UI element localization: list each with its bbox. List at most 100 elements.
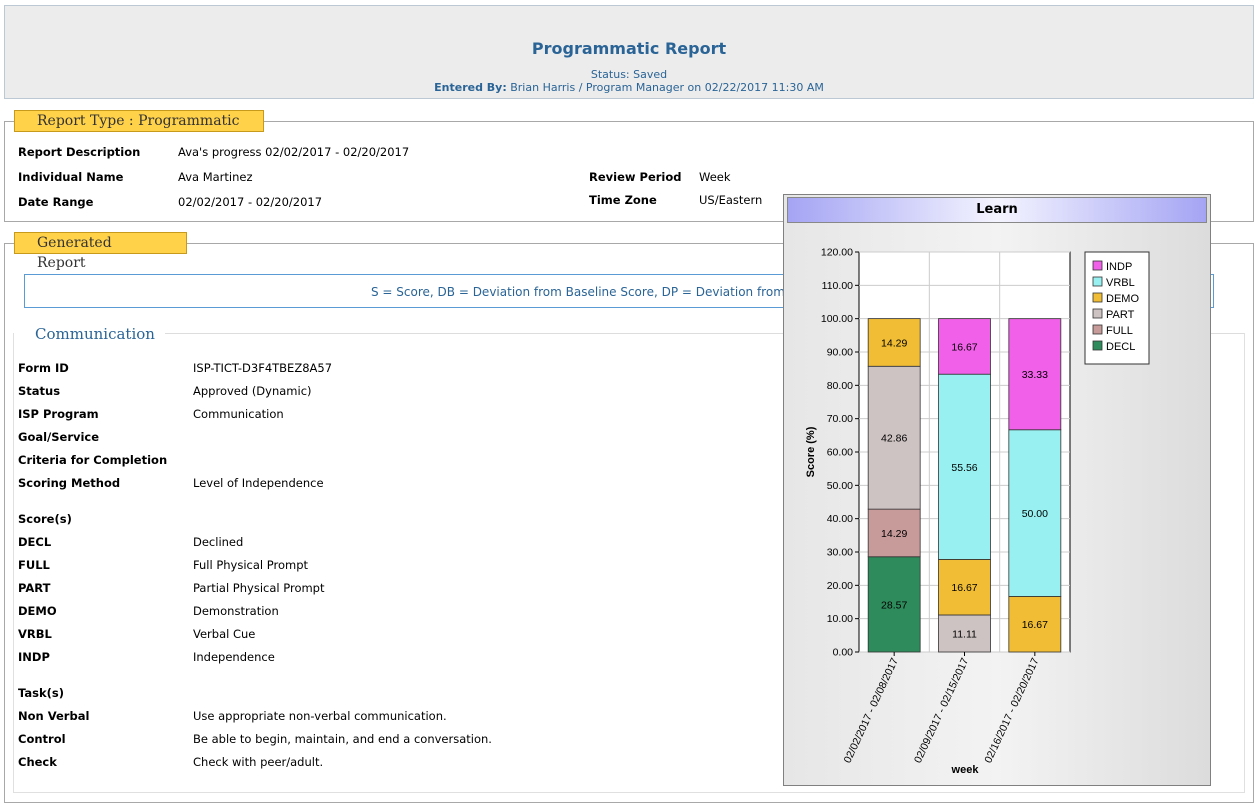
y-tick-label: 100.00: [821, 313, 853, 325]
score-label: INDP: [18, 650, 50, 664]
y-tick-label: 40.00: [827, 513, 853, 525]
score-value: Verbal Cue: [193, 627, 256, 641]
time-zone-value: US/Eastern: [699, 193, 763, 207]
task-value: Check with peer/adult.: [193, 755, 324, 769]
legend-label: PART: [1106, 309, 1135, 321]
y-tick-label: 80.00: [827, 380, 853, 392]
section-divider: [165, 333, 1245, 334]
report-type-section: [4, 121, 1254, 222]
y-tick-label: 110.00: [822, 280, 853, 292]
y-tick-label: 0.00: [833, 647, 854, 659]
x-tick-label: 02/09/2017 - 02/15/2017: [912, 656, 971, 765]
legend-swatch-part: [1092, 308, 1103, 319]
status-value: Approved (Dynamic): [193, 384, 312, 398]
bar-data-label: 28.57: [881, 599, 907, 611]
score-value: Full Physical Prompt: [193, 558, 309, 572]
y-tick-label: 30.00: [827, 547, 853, 559]
x-tick-label: 02/02/2017 - 02/08/2017: [842, 656, 901, 765]
report-header: Programmatic Report Status: Saved Entere…: [4, 5, 1254, 99]
score-label: DEMO: [18, 604, 57, 618]
legend-label: DECL: [1106, 341, 1135, 353]
y-tick-label: 60.00: [827, 447, 853, 459]
legend-label: VRBL: [1106, 277, 1135, 289]
y-tick-label: 20.00: [827, 580, 853, 592]
scores-heading: Score(s): [18, 512, 72, 526]
x-tick-label: 02/16/2017 - 02/20/2017: [982, 656, 1041, 765]
individual-name-value: Ava Martinez: [178, 170, 253, 184]
task-value: Be able to begin, maintain, and end a co…: [193, 732, 492, 746]
isp-program-label: ISP Program: [18, 407, 99, 421]
status-label: Status: [18, 384, 61, 398]
page-title: Programmatic Report: [531, 39, 727, 58]
bar-segment-vrbl: [1008, 429, 1062, 597]
task-label: Control: [18, 732, 66, 746]
bar-data-label: 33.33: [1022, 369, 1048, 381]
bar-segment-demo: [1008, 596, 1062, 653]
bar-segment-indp: [1008, 318, 1062, 431]
bar-segment-part: [938, 614, 991, 653]
y-tick-label: 120.00: [821, 247, 853, 259]
y-axis-title: Score (%): [805, 426, 817, 477]
bar-data-label: 16.67: [951, 341, 977, 353]
score-label: VRBL: [18, 627, 52, 641]
y-tick-label: 10.00: [827, 613, 853, 625]
entered-by-label: Entered By:: [434, 81, 507, 94]
bar-data-label: 42.86: [881, 433, 907, 445]
report-status: Status: Saved: [590, 68, 668, 81]
bar-segment-demo: [867, 318, 921, 367]
chart-legend: [1084, 251, 1150, 365]
review-period-label: Review Period: [589, 170, 682, 184]
legend-swatch-full: [1092, 324, 1103, 335]
chart-title[interactable]: Learn: [787, 197, 1207, 223]
legend-label: DEMO: [1106, 293, 1139, 305]
review-period-value: Week: [699, 170, 731, 184]
score-value: Demonstration: [193, 604, 279, 618]
entered-by: Entered By: Brian Harris / Program Manag…: [5, 81, 1253, 94]
scoring-method-label: Scoring Method: [18, 476, 121, 490]
bar-data-label: 50.00: [1022, 508, 1048, 520]
task-label: Check: [18, 755, 57, 769]
date-range-value: 02/02/2017 - 02/20/2017: [178, 195, 323, 209]
score-value: Independence: [193, 650, 275, 664]
task-label: Non Verbal: [18, 709, 90, 723]
legend-swatch-vrbl: [1092, 276, 1103, 287]
legend-label: FULL: [1106, 325, 1133, 337]
individual-name-label: Individual Name: [18, 170, 124, 184]
bar-data-label: 16.67: [1022, 619, 1048, 631]
bar-segment-demo: [938, 558, 991, 616]
criteria-label: Criteria for Completion: [18, 453, 168, 467]
form-id-value: ISP-TICT-D3F4TBEZ8A57: [193, 361, 333, 375]
y-tick-label: 90.00: [827, 347, 853, 359]
stacked-bar-chart: 0.00 10.00 20.00 30.00 40.00 50.00 60.00 70.00 8…: [805, 247, 1150, 776]
score-label: DECL: [18, 535, 52, 549]
bar-data-label: 14.29: [881, 528, 907, 540]
x-axis-title: week: [951, 764, 980, 776]
bar-segment-vrbl: [938, 373, 991, 560]
legend-swatch-indp: [1092, 260, 1103, 271]
legend-swatch-decl: [1092, 340, 1103, 351]
communication-section-title: Communication: [35, 325, 155, 343]
chart-window[interactable]: Learn 0.00 10.00 20.00 30.00 40.00 50.00 60.00…: [783, 194, 1211, 786]
tasks-heading: Task(s): [18, 686, 64, 700]
score-value: Declined: [193, 535, 244, 549]
goal-service-label: Goal/Service: [18, 430, 100, 444]
isp-program-value: Communication: [193, 407, 284, 421]
report-type-legend: Report Type : Programmatic: [14, 110, 264, 132]
report-description-label: Report Description: [18, 145, 141, 159]
report-description-value: Ava's progress 02/02/2017 - 02/20/2017: [178, 145, 410, 159]
bar-segment-part: [867, 365, 921, 510]
bar-segment-full: [867, 508, 921, 558]
score-value: Partial Physical Prompt: [193, 581, 325, 595]
y-tick-label: 70.00: [827, 413, 853, 425]
time-zone-label: Time Zone: [589, 193, 657, 207]
bar-data-label: 16.67: [951, 582, 977, 594]
bar-data-label: 14.29: [881, 337, 907, 349]
legend-swatch-demo: [1092, 292, 1103, 303]
date-range-label: Date Range: [18, 195, 94, 209]
bar-data-label: 11.11: [952, 628, 977, 640]
form-id-label: Form ID: [18, 361, 69, 375]
y-tick-label: 50.00: [827, 480, 853, 492]
legend-label: INDP: [1106, 261, 1132, 273]
score-label: PART: [18, 581, 51, 595]
bar-data-label: 55.56: [951, 462, 977, 474]
